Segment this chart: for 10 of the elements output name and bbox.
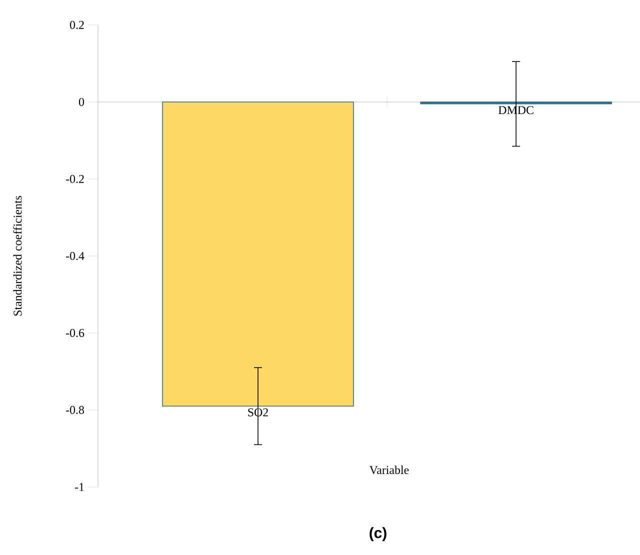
y-tick-label: -0.2: [66, 174, 84, 184]
y-tick-label: -0.8: [66, 406, 84, 414]
y-axis-title: Standardized coefficients: [13, 196, 22, 316]
y-tick-label: 0.2: [70, 20, 84, 30]
text: (c): [370, 527, 386, 542]
y-tick-label: 0: [78, 98, 84, 106]
y-tick-label: -0.6: [66, 328, 84, 338]
x-axis-title: Variable: [369, 466, 409, 474]
y-tick-label: -1: [74, 483, 84, 491]
y-tick-label: -0.4: [66, 252, 84, 260]
